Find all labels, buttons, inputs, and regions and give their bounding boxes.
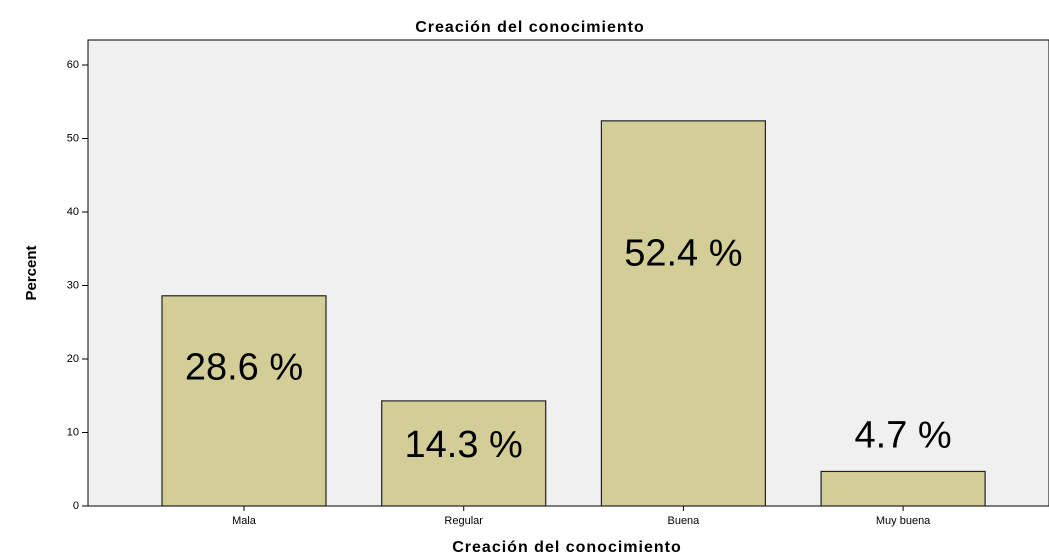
y-tick-label: 60	[67, 59, 79, 71]
bar	[381, 400, 547, 507]
value-label: 28.6 %	[185, 346, 303, 388]
value-label: 52.4 %	[624, 233, 742, 275]
x-tick-label: Mala	[232, 515, 257, 527]
bar	[600, 120, 767, 507]
y-tick-label: 0	[73, 500, 79, 512]
x-tick-label: Muy buena	[876, 515, 931, 527]
value-label: 14.3 %	[405, 424, 523, 466]
y-axis-title: Percent	[23, 245, 40, 300]
x-axis-title: Creación del conocimiento	[452, 539, 681, 556]
chart-title: Creación del conocimiento	[415, 19, 644, 36]
y-tick-label: 20	[67, 353, 79, 365]
bar	[820, 470, 986, 507]
y-tick-label: 50	[67, 132, 79, 144]
x-tick-label: Regular	[444, 515, 483, 527]
y-tick-label: 30	[67, 279, 79, 291]
bar	[161, 295, 327, 507]
y-tick-label: 10	[67, 426, 79, 438]
x-tick-label: Buena	[667, 515, 700, 527]
y-tick-label: 40	[67, 206, 79, 218]
value-label: 4.7 %	[855, 414, 952, 456]
